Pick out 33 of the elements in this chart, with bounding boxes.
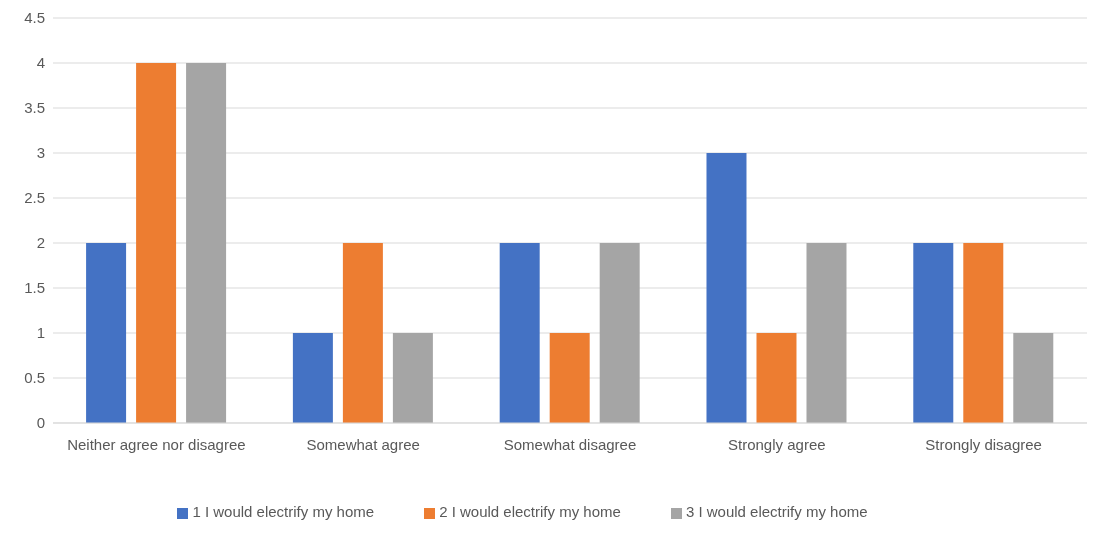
bar <box>342 243 383 423</box>
y-tick-label: 2 <box>36 234 45 252</box>
bar <box>549 333 590 423</box>
bar <box>499 243 540 423</box>
bar <box>756 333 797 423</box>
x-tick-label: Strongly disagree <box>925 435 1042 453</box>
bar <box>599 243 640 423</box>
x-tick-label: Strongly agree <box>728 435 826 453</box>
bar <box>186 63 227 423</box>
y-tick-label: 4.5 <box>24 9 45 27</box>
legend-label: 3 I would electrify my home <box>685 503 868 520</box>
y-tick-label: 1 <box>36 324 45 342</box>
x-tick-label: Somewhat disagree <box>503 435 637 453</box>
y-tick-label: 0.5 <box>24 369 45 387</box>
x-tick-label: Neither agree nor disagree <box>67 435 246 453</box>
legend-label: 1 I would electrify my home <box>192 503 375 520</box>
bar <box>392 333 433 423</box>
bar <box>1013 333 1054 423</box>
bar <box>913 243 954 423</box>
bar <box>963 243 1004 423</box>
bar <box>806 243 847 423</box>
y-tick-label: 0 <box>36 414 45 432</box>
y-tick-label: 4 <box>36 54 45 72</box>
y-tick-label: 3.5 <box>24 99 45 117</box>
y-tick-label: 1.5 <box>24 279 45 297</box>
y-tick-label: 2.5 <box>24 189 45 207</box>
bar <box>706 153 747 423</box>
bar <box>292 333 333 423</box>
legend-label: 2 I would electrify my home <box>439 503 621 520</box>
y-tick-label: 3 <box>36 144 45 162</box>
bar <box>86 243 127 423</box>
x-tick-label: Somewhat agree <box>306 435 420 453</box>
bar <box>136 63 177 423</box>
